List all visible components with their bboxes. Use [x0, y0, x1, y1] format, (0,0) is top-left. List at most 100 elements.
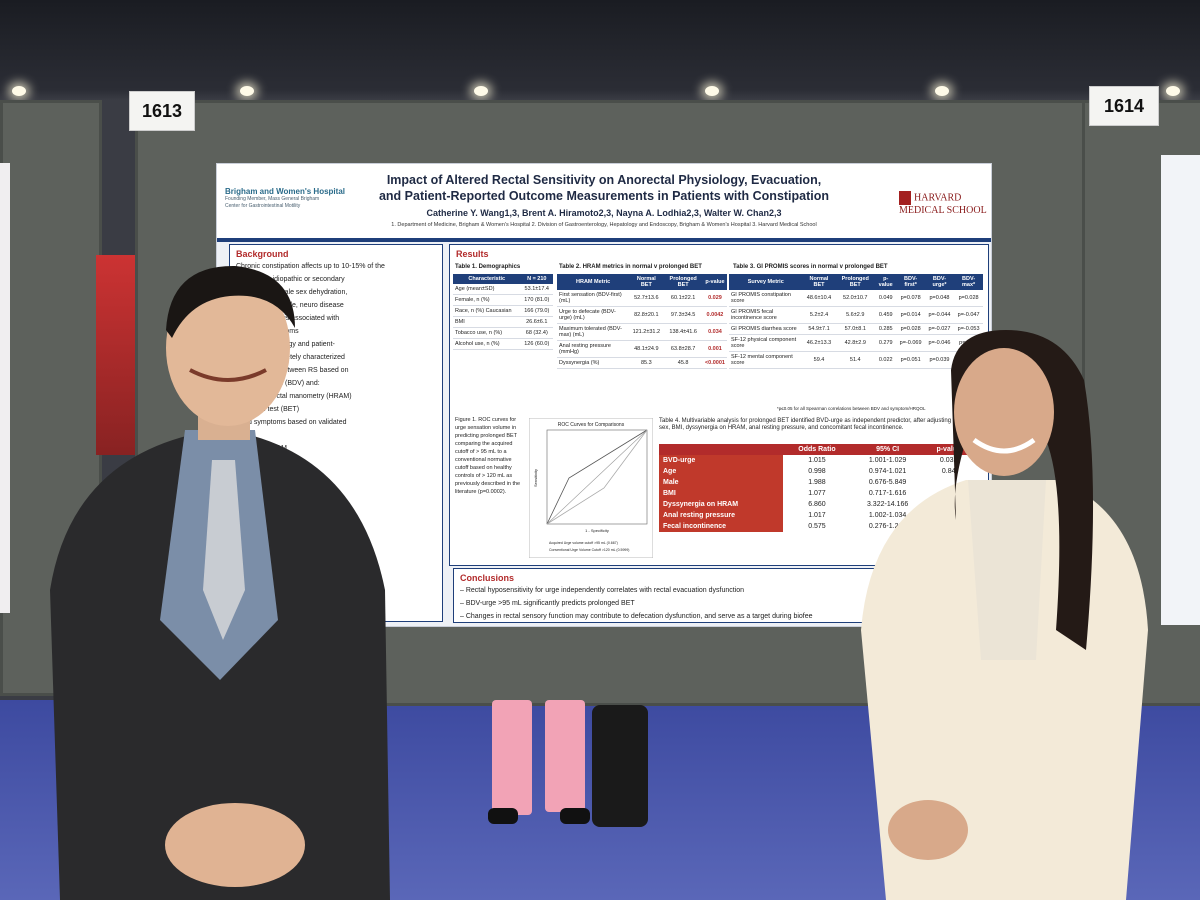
table4-cell: 0.032 [939, 457, 958, 464]
table4-row: Fecal incontinence 0.575 0.276-1.201 [659, 521, 973, 532]
demographics-table: Characteristic N = 210 Age (mean±SD) 53.1±1… [453, 274, 553, 350]
figure1-caption: Figure 1. ROC curves for urge sensation … [455, 417, 521, 495]
table4-caption: Table 4. Multivariable analysis for prol… [659, 418, 974, 431]
table3-cell: 46.2±13.3 [802, 334, 836, 352]
poster-affiliations: 1. Department of Medicine, Brigham & Wom… [391, 222, 817, 228]
presenter-woman [856, 330, 1156, 900]
roc-chart-frame [529, 418, 653, 558]
bwh-logo-name: Brigham and Women's Hospital [225, 187, 345, 196]
table4-row: BMI 1.077 0.717-1.616 [659, 488, 973, 499]
booth-number-1613: 1613 [129, 91, 195, 131]
table4-row: Age 0.998 0.974-1.021 0.84 [659, 466, 973, 477]
table3-cell: 5.2±2.4 [802, 306, 836, 324]
table4-header-row: Odds Ratio 95% CI p-value [659, 444, 973, 455]
bwh-logo: Brigham and Women's Hospital Founding Me… [225, 188, 345, 210]
man-tie [203, 460, 245, 640]
table4-cell: BVD-urge [659, 455, 784, 466]
table1-cell: Race, n (%) Caucasian [453, 305, 521, 317]
ceiling-light [705, 86, 719, 96]
woman-top [968, 480, 1046, 660]
table4-cell: 0.998 [808, 468, 826, 475]
woman-smile [972, 437, 1036, 454]
table1-row: Alcohol use, n (%) 126 (60.0) [453, 338, 553, 350]
table4-header-cell: 95% CI [850, 444, 925, 455]
table4-header-cell: Odds Ratio [783, 444, 851, 455]
table2-header-cell: HRAM Metric [557, 274, 630, 290]
passerby-leg-right [545, 700, 585, 812]
table2-cell: 0.034 [702, 323, 727, 341]
table2-cell: 63.8±28.7 [663, 340, 703, 358]
man-hands [165, 803, 305, 887]
table3-cell: SF-12 mental component score [729, 351, 803, 369]
table3-cell: GI PROMIS fecal incontinence score [729, 306, 803, 324]
table1-cell: 170 (81.0) [520, 294, 553, 306]
table2-header-cell: Prolonged BET [663, 274, 703, 290]
table4-cell: Dyssynergia on HRAM [659, 499, 784, 510]
table2-cell: Urge to defecate (BDV-urge) (mL) [557, 306, 630, 324]
passerby-shoe [488, 808, 518, 824]
table2-cell: 0.0042 [702, 306, 727, 324]
table4-row: BVD-urge 1.015 1.001-1.029 0.032 [659, 455, 973, 466]
table1-row: Race, n (%) Caucasian 166 (79.0) [453, 305, 553, 317]
table2-cell: Anal resting pressure (mmHg) [557, 340, 630, 358]
table3-header-cell: Normal BET [802, 274, 836, 290]
table2-cell: 48.1±24.9 [629, 340, 664, 358]
table4-cell: 1.001-1.029 [868, 457, 907, 464]
table3-caption: Table 3. GI PROMIS scores in normal v pr… [733, 264, 888, 270]
table2-row: First sensation (BDV-first) (mL) 52.7±13.… [557, 290, 727, 307]
table3-header-cell: BDV-max* [954, 274, 983, 290]
table4-cell: Age [659, 466, 784, 477]
table2-cell: <0.0001 [702, 357, 727, 369]
ceiling-light [474, 86, 488, 96]
table2-cell: 97.3±34.5 [663, 306, 703, 324]
table1-header-cell: N = 210 [520, 274, 553, 284]
table1-cell: BMI [453, 316, 521, 328]
table3-cell: 5.6±2.9 [835, 306, 875, 324]
table2-cell: 45.8 [663, 357, 703, 369]
header-divider [217, 238, 991, 242]
table3-cell: p=-0.047 [954, 306, 983, 324]
ceiling-light [935, 86, 949, 96]
table3-cell: p=0.039 [924, 351, 955, 369]
background-line: sensation (RS) is associated with [236, 315, 340, 322]
woman-figure [861, 330, 1148, 900]
conclusion-item: – Changes in rectal sensory function may… [460, 613, 813, 620]
table4-cell: Fecal incontinence [659, 521, 784, 532]
woman-face [954, 348, 1054, 476]
man-figure [50, 265, 390, 900]
poster-title-line2: and Patient-Reported Outcome Measurement… [378, 189, 830, 203]
table4-cell: 0.276-1.201 [868, 523, 907, 530]
roc-reference-line [546, 429, 648, 525]
table2-cell: Dyssynergia (%) [557, 357, 630, 369]
table3-cell: 0.049 [874, 290, 897, 307]
table3-cell: 48.6±10.4 [802, 290, 836, 307]
table2-row: Urge to defecate (BDV-urge) (mL) 82.8±20.… [557, 306, 727, 324]
table2-cell: 121.2±31.2 [629, 323, 664, 341]
table3-cell: p=-0.069 [896, 334, 925, 352]
table4-cell: 1.077 [808, 490, 826, 497]
background-line: omes is incompletely characterized [236, 354, 345, 361]
table4-cell: Male [659, 477, 784, 488]
table4-cell: 6.860 [808, 501, 826, 508]
table4-cell: 3.322-14.166 [866, 501, 909, 508]
table4-cell: 0.575 [808, 523, 826, 530]
background-line: expulsion test (BET) [236, 406, 300, 413]
table3-cell: 52.0±10.7 [835, 290, 875, 307]
table3-cell: p=0.048 [924, 290, 955, 307]
woman-hands [888, 800, 968, 860]
table1-cell: Tobacco use, n (%) [453, 327, 521, 339]
table1-cell: 166 (79.0) [520, 305, 553, 317]
harvard-logo-text: HARVARD MEDICAL SCHOOL [899, 192, 987, 216]
ceiling-light [240, 86, 254, 96]
harvard-logo: HARVARD MEDICAL SCHOOL [899, 191, 991, 216]
background-booth [96, 255, 140, 455]
odds-ratio-table: Odds Ratio 95% CI p-value BVD-urge 1.015 1.00… [659, 444, 973, 532]
table1-row: Age (mean±SD) 53.1±17.4 [453, 284, 553, 295]
table4-cell: 1.015 [808, 457, 826, 464]
table4-header-cell: p-value [924, 444, 973, 455]
background-line: Chronic constipation affects up to 10-15… [236, 263, 385, 270]
table2-cell: 0.001 [702, 340, 727, 358]
table3-cell: SF-12 physical component score [729, 334, 803, 352]
table3-cell: 0.459 [874, 306, 897, 324]
